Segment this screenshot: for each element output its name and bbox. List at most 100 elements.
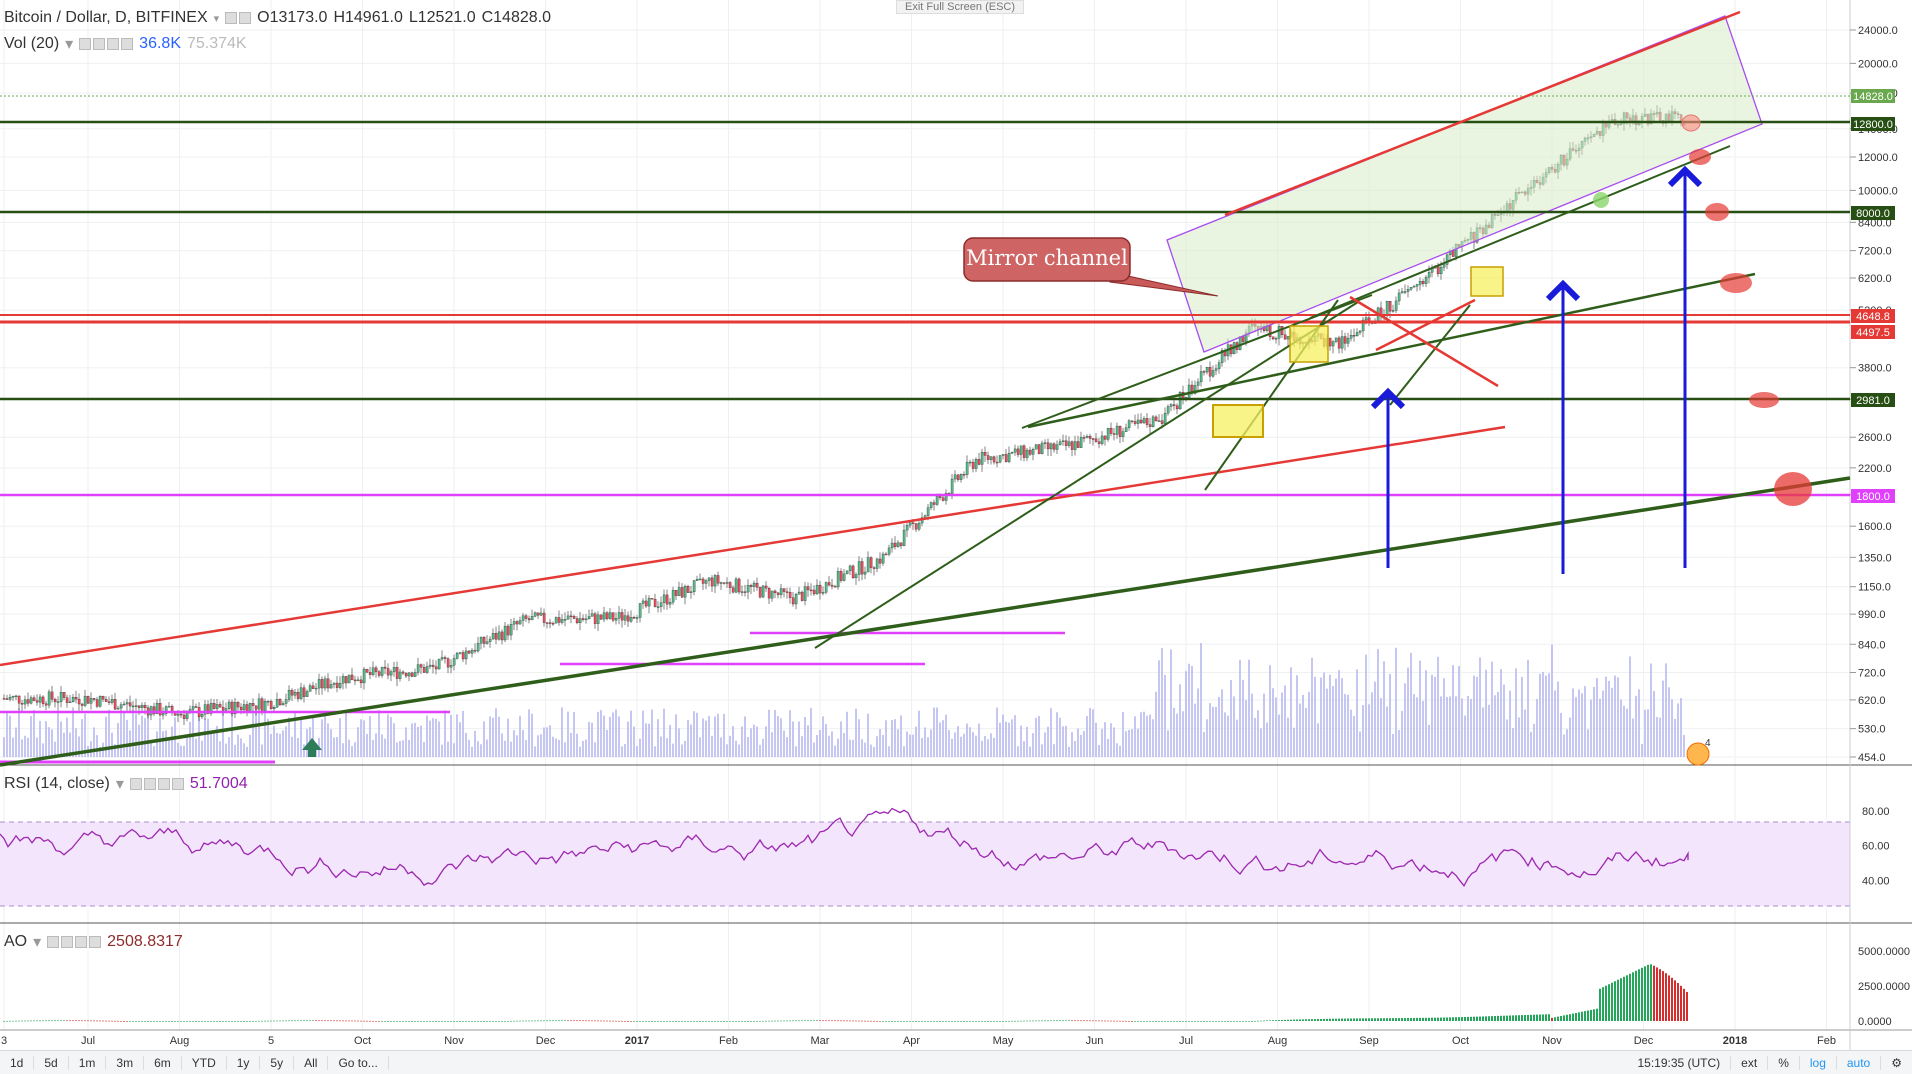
percent-toggle[interactable]: % xyxy=(1767,1055,1799,1070)
ao-bar xyxy=(747,1021,749,1022)
ao-bar xyxy=(30,1020,32,1022)
ao-bar xyxy=(1233,1021,1235,1022)
candle-body xyxy=(689,591,693,594)
time-label: Aug xyxy=(170,1035,190,1047)
gear-icon[interactable]: ⚙ xyxy=(1880,1055,1912,1070)
volume-bar xyxy=(1548,673,1550,757)
candle-body xyxy=(164,706,168,714)
chevron-down-icon[interactable]: ▾ xyxy=(33,934,42,951)
legend-buttons[interactable] xyxy=(225,12,252,24)
ao-bar xyxy=(255,1020,257,1022)
volume-bar xyxy=(447,741,449,757)
volume-bar xyxy=(1671,699,1673,757)
range-1m[interactable]: 1m xyxy=(69,1055,107,1070)
chevron-down-icon[interactable]: ▾ xyxy=(213,12,220,25)
ao-bar xyxy=(1566,1014,1568,1021)
auto-toggle[interactable]: auto xyxy=(1835,1055,1880,1070)
ao-bar xyxy=(1158,1021,1160,1022)
volume-bar xyxy=(165,730,167,757)
volume-bar xyxy=(1416,697,1418,757)
volume-bar xyxy=(465,732,467,757)
range-1d[interactable]: 1d xyxy=(0,1055,35,1070)
earnings-badge[interactable]: 4 xyxy=(1686,738,1711,766)
volume-bar xyxy=(426,715,428,757)
ao-bar xyxy=(1137,1021,1139,1022)
chevron-down-icon[interactable]: ▾ xyxy=(65,36,74,53)
legend-buttons[interactable] xyxy=(79,38,134,50)
volume-bar xyxy=(768,709,770,757)
range-3m[interactable]: 3m xyxy=(106,1055,145,1070)
ao-label[interactable]: AO xyxy=(4,933,28,950)
ao-bar xyxy=(480,1021,482,1022)
volume-bar xyxy=(330,729,332,757)
ao-bar xyxy=(42,1020,44,1022)
candle-body xyxy=(413,672,417,677)
candle-body xyxy=(1238,336,1242,350)
ao-bar xyxy=(360,1020,362,1022)
volume-bar xyxy=(960,736,962,757)
candle-body xyxy=(224,708,228,711)
ao-bar xyxy=(1044,1020,1046,1022)
ao-bar xyxy=(357,1020,359,1022)
range-5y[interactable]: 5y xyxy=(260,1055,295,1070)
volume-label[interactable]: Vol (20) xyxy=(4,35,60,52)
log-toggle[interactable]: log xyxy=(1798,1055,1836,1070)
ao-bar xyxy=(612,1020,614,1022)
ao-bar xyxy=(183,1021,185,1022)
symbol-title[interactable]: Bitcoin / Dollar, D, BITFINEX xyxy=(4,9,208,26)
ao-bar xyxy=(15,1020,17,1022)
range-5d[interactable]: 5d xyxy=(34,1055,69,1070)
ao-bar xyxy=(588,1020,590,1022)
volume-bar xyxy=(30,716,32,757)
volume-bar xyxy=(384,738,386,757)
rsi-label[interactable]: RSI (14, close) xyxy=(4,775,110,792)
volume-bar xyxy=(957,726,959,757)
ao-bar xyxy=(939,1021,941,1022)
range-all[interactable]: All xyxy=(294,1055,329,1070)
chevron-down-icon[interactable]: ▾ xyxy=(115,776,124,793)
ext-toggle[interactable]: ext xyxy=(1730,1055,1767,1070)
candle-body xyxy=(638,603,642,618)
candle-body xyxy=(1136,419,1140,424)
clock-time[interactable]: 15:19:35 (UTC) xyxy=(1637,1055,1721,1070)
candle-body xyxy=(881,553,885,564)
ao-bar xyxy=(906,1021,908,1022)
goto-button[interactable]: Go to... xyxy=(328,1055,389,1070)
range-1y[interactable]: 1y xyxy=(227,1055,261,1070)
legend-buttons[interactable] xyxy=(47,936,102,948)
volume-bar xyxy=(870,744,872,757)
candle-body xyxy=(488,638,492,642)
legend-buttons[interactable] xyxy=(129,778,184,790)
volume-bar xyxy=(588,721,590,757)
ao-bar xyxy=(1047,1020,1049,1022)
candle-body xyxy=(1217,362,1221,369)
candle-body xyxy=(1019,445,1023,455)
volume-bar xyxy=(249,734,251,757)
candle-body xyxy=(584,618,588,621)
candle-body xyxy=(506,625,510,636)
candle-body xyxy=(818,584,822,594)
range-ytd[interactable]: YTD xyxy=(182,1055,227,1070)
range-6m[interactable]: 6m xyxy=(144,1055,182,1070)
volume-bar xyxy=(600,710,602,757)
exit-fullscreen-button[interactable]: Exit Full Screen (ESC) xyxy=(896,0,1025,14)
mirror-channel-callout[interactable]: Mirror channel xyxy=(963,237,1219,297)
volume-bar xyxy=(36,737,38,757)
volume-bar xyxy=(1248,659,1250,757)
ao-bar xyxy=(402,1021,404,1022)
volume-bar xyxy=(507,718,509,757)
candle-body xyxy=(956,474,960,480)
ao-bar xyxy=(1656,967,1658,1021)
ao-bar xyxy=(1668,975,1670,1021)
rsi-band xyxy=(0,822,1850,906)
rsi-line xyxy=(0,807,1689,887)
volume-bar xyxy=(1140,712,1142,757)
candle-body xyxy=(401,671,405,674)
main-legend: Bitcoin / Dollar, D, BITFINEX ▾ O13173.0… xyxy=(4,9,551,27)
ao-bar xyxy=(195,1021,197,1022)
volume-bar xyxy=(738,744,740,757)
volume-bar xyxy=(1620,699,1622,757)
ao-bar xyxy=(1224,1021,1226,1022)
ao-bar xyxy=(228,1021,230,1022)
